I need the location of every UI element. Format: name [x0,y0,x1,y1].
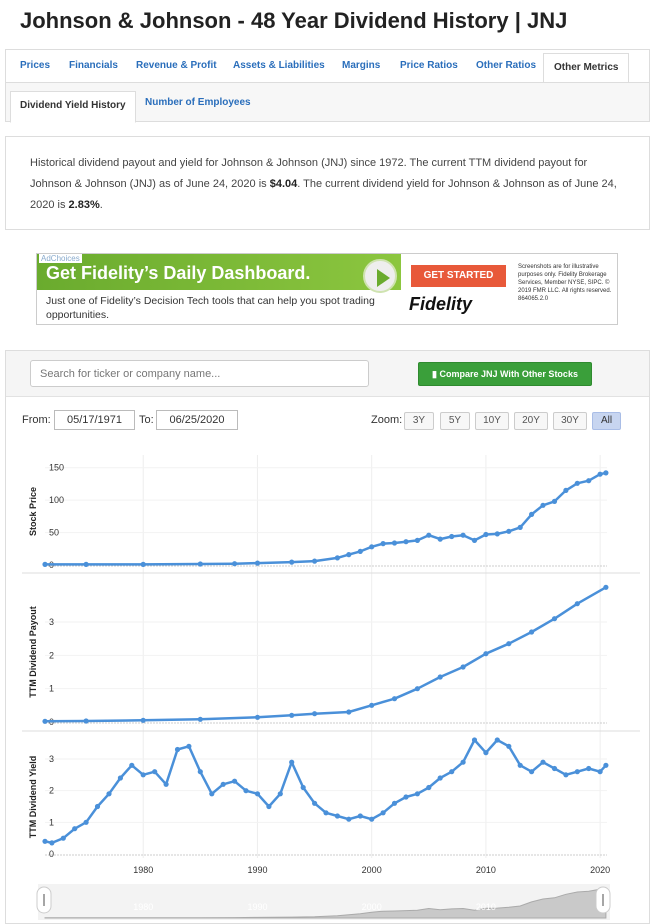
from-label: From: [22,414,51,426]
from-date-input[interactable] [54,410,135,430]
dividend-payout-value: $4.04 [269,178,298,190]
tab-assets-liabilities[interactable]: Assets & Liabilities [233,60,325,71]
ad-get-started-button[interactable]: GET STARTED [411,265,506,287]
tab-revenue-profit[interactable]: Revenue & Profit [136,60,217,71]
chart-panel: ▮ Compare JNJ With Other Stocks From: To… [5,350,650,924]
arrow-right-icon[interactable] [363,259,397,293]
search-input[interactable] [30,360,369,387]
subtab-number-of-employees[interactable]: Number of Employees [145,97,251,108]
tab-prices[interactable]: Prices [20,60,51,71]
subtab-dividend-yield-history[interactable]: Dividend Yield History [10,91,136,123]
tab-other-ratios[interactable]: Other Ratios [476,60,537,71]
fidelity-logo: Fidelity [409,294,473,314]
zoom-label: Zoom: [371,414,403,426]
main-tabs: Prices Financials Revenue & Profit Asset… [5,49,650,83]
tab-price-ratios[interactable]: Price Ratios [400,60,458,71]
sub-tabs: Dividend Yield History Number of Employe… [5,82,650,123]
tab-financials[interactable]: Financials [69,60,118,71]
to-date-input[interactable] [156,410,238,430]
bar-chart-icon: ▮ [432,369,437,379]
date-range-row: From: To: Zoom: 3Y 5Y 10Y 20Y 30Y All [6,409,649,433]
dividend-yield-value: 2.83% [68,199,100,211]
zoom-5y-button[interactable]: 5Y [440,412,470,430]
page-title: Johnson & Johnson - 48 Year Dividend His… [20,8,568,33]
zoom-20y-button[interactable]: 20Y [514,412,548,430]
description-text-1: Historical dividend payout and yield for… [30,157,588,190]
zoom-3y-button[interactable]: 3Y [404,412,434,430]
description-text-2: . The current dividend yield for Johnson… [30,178,617,211]
chart-toolbar: ▮ Compare JNJ With Other Stocks [6,351,649,397]
tab-margins[interactable]: Margins [342,60,381,71]
description: Historical dividend payout and yield for… [5,136,650,230]
tab-other-metrics[interactable]: Other Metrics [543,53,630,83]
ad-choices-link[interactable]: AdChoices [39,254,82,263]
ad-banner [37,254,401,290]
zoom-all-button[interactable]: All [592,412,621,430]
to-label: To: [139,414,154,426]
compare-stocks-button[interactable]: ▮ Compare JNJ With Other Stocks [418,362,592,386]
ad-legal-text: Screenshots are for illustrative purpose… [518,264,612,302]
ad-subtext: Just one of Fidelity’s Decision Tech too… [46,295,375,321]
ad-headline[interactable]: Get Fidelity’s Daily Dashboard. [46,263,311,283]
zoom-10y-button[interactable]: 10Y [475,412,509,430]
compare-stocks-label: Compare JNJ With Other Stocks [439,369,578,379]
zoom-30y-button[interactable]: 30Y [553,412,587,430]
description-text-3: . [99,199,103,211]
advertisement[interactable]: AdChoices Get Fidelity’s Daily Dashboard… [36,253,618,325]
